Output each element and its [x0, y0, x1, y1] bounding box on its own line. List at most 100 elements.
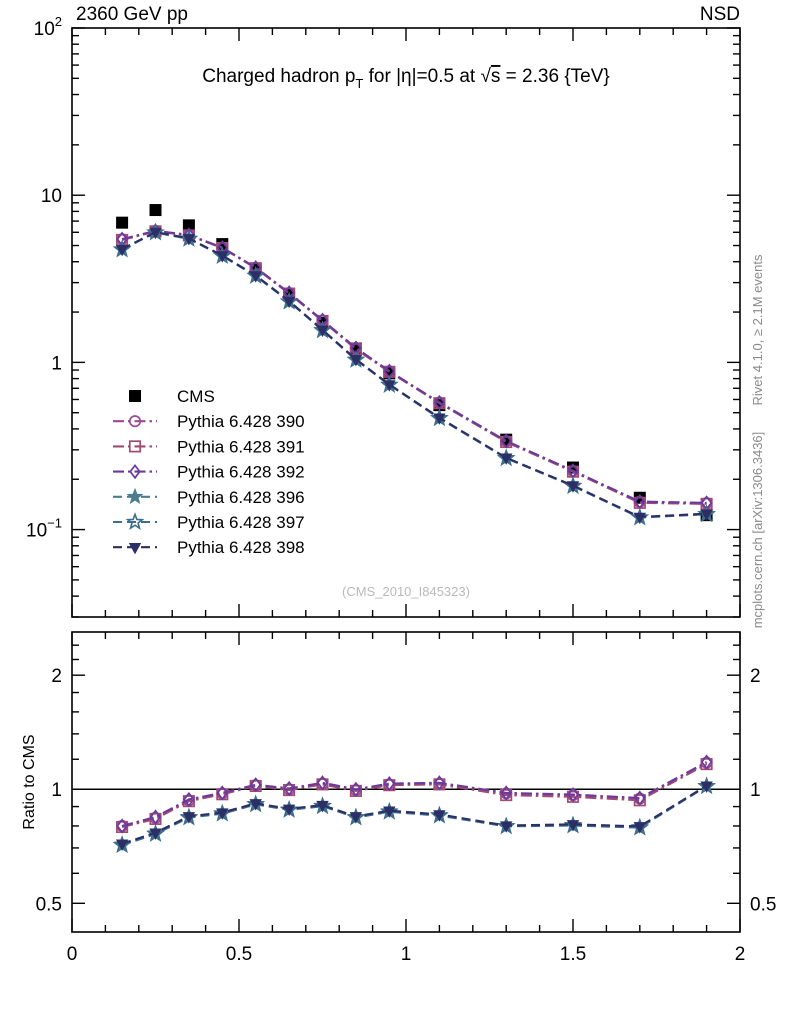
- legend-item-pythia-6-428-391[interactable]: Pythia 6.428 391: [113, 437, 305, 456]
- legend-item-cms[interactable]: CMS: [129, 387, 215, 406]
- data-point-filled-triangle-down: [282, 296, 296, 309]
- header-left: 2360 GeV pp: [76, 4, 188, 25]
- title-subscript: T: [355, 76, 363, 91]
- data-point-open-diamond: [216, 785, 229, 801]
- series-pythia-6-428-398: [115, 781, 713, 851]
- data-point-filled-triangle-down: [500, 453, 513, 465]
- ratio-y-tick-label: 1: [51, 780, 62, 801]
- x-tick-label: 1.5: [560, 944, 586, 965]
- side-label-mcplots: mcplots.cern.ch [arXiv:1306.3436]: [750, 432, 765, 629]
- data-point-open-circle: [128, 415, 142, 428]
- data-point-filled-triangle-down: [349, 354, 363, 367]
- chart-title: Charged hadron pT for |η|=0.5 at √s = 2.…: [202, 66, 610, 91]
- data-point-filled-triangle-down: [149, 828, 162, 840]
- data-point-open-diamond: [316, 775, 329, 791]
- data-point-filled-triangle-down: [566, 481, 580, 493]
- data-point-filled-triangle-down: [249, 271, 262, 283]
- data-point-open-diamond: [129, 463, 141, 480]
- ratio-y-tick-label: 1: [750, 780, 761, 801]
- data-point-open-diamond: [500, 433, 512, 449]
- data-point-open-diamond: [567, 786, 579, 803]
- data-point-filled-square: [149, 204, 162, 217]
- data-point-open-diamond: [433, 775, 446, 791]
- side-label-rivet: Rivet 4.1.0, ≥ 2.1M events: [750, 254, 765, 405]
- y-tick-label: 10: [41, 186, 62, 207]
- series-line: [121, 763, 708, 829]
- data-point-filled-triangle-down: [633, 822, 646, 834]
- data-point-open-diamond: [634, 790, 646, 806]
- data-point-filled-triangle-down: [433, 810, 446, 822]
- main-x-ticks: [71, 28, 741, 617]
- legend-label: Pythia 6.428 398: [177, 538, 305, 557]
- ratio-x-ticks: [71, 632, 741, 932]
- legend-label: Pythia 6.428 397: [177, 513, 305, 532]
- data-point-filled-square: [116, 216, 129, 229]
- legend: CMS Pythia 6.428 390 Pythia 6.428 391 Pythi…: [113, 387, 305, 557]
- legend-item-pythia-6-428-398[interactable]: Pythia 6.428 398: [113, 538, 305, 557]
- legend-label: Pythia 6.428 392: [177, 463, 305, 482]
- data-point-open-star: [125, 512, 145, 530]
- legend-item-pythia-6-428-392[interactable]: Pythia 6.428 392: [113, 463, 305, 482]
- main-panel-frame: [71, 27, 741, 618]
- main-panel: 102 10 1 10−1 Charged hadron pT for |η|=0.5…: [26, 14, 741, 618]
- data-point-filled-triangle-down: [182, 234, 196, 246]
- data-point-filled-triangle-down: [249, 799, 262, 811]
- data-point-filled-triangle-down: [566, 820, 580, 832]
- legend-label: Pythia 6.428 396: [177, 488, 305, 507]
- data-point-filled-star: [126, 487, 144, 505]
- ratio-series-group: [112, 754, 717, 854]
- y-tick-label: 102: [34, 14, 62, 40]
- data-point-open-diamond: [283, 780, 295, 797]
- data-point-open-diamond: [116, 818, 128, 834]
- title-part1: Charged hadron p: [202, 66, 355, 87]
- x-tick-label: 0.5: [226, 944, 252, 965]
- data-point-filled-triangle-down: [383, 380, 396, 392]
- series-pythia-6-428-398: [115, 227, 713, 525]
- data-point-filled-triangle-down: [383, 806, 396, 818]
- data-point-filled-triangle-down: [149, 227, 162, 240]
- data-point-filled-triangle-down: [500, 821, 513, 833]
- ratio-y-ticks: 2 2 1 1 0.5 0.5: [36, 644, 776, 915]
- legend-item-pythia-6-428-390[interactable]: Pythia 6.428 390: [113, 412, 305, 431]
- data-point-filled-triangle-down: [700, 509, 713, 521]
- data-point-filled-triangle-down: [633, 512, 646, 525]
- data-point-filled-square: [216, 238, 229, 251]
- series-pythia-6-428-390: [116, 756, 713, 833]
- data-point-open-diamond: [183, 791, 195, 808]
- data-point-filled-triangle-down: [433, 413, 446, 425]
- title-sqrt: √: [480, 66, 491, 87]
- data-point-filled-triangle-down: [182, 812, 196, 824]
- data-point-filled-triangle-down: [115, 244, 129, 257]
- ratio-y-tick-label: 0.5: [750, 894, 776, 915]
- ratio-panel-frame: [71, 631, 741, 933]
- data-point-open-diamond: [700, 754, 713, 770]
- series-pythia-6-428-392: [116, 754, 713, 834]
- ratio-y-tick-label: 2: [750, 666, 761, 687]
- title-part2: for |η|=0.5 at: [363, 66, 480, 87]
- series-line: [121, 761, 708, 827]
- title-part3: = 2.36 {TeV}: [500, 66, 609, 87]
- data-point-filled-square: [129, 390, 141, 402]
- x-axis-labels: 0 0.5 1 1.5 2: [67, 944, 746, 965]
- title-sqrt-arg: s: [491, 66, 501, 87]
- data-point-filled-triangle-down: [115, 839, 129, 851]
- data-point-filled-triangle-down: [700, 781, 713, 793]
- legend-label: Pythia 6.428 390: [177, 412, 305, 431]
- legend-item-pythia-6-428-397[interactable]: Pythia 6.428 397: [113, 512, 305, 532]
- data-point-open-diamond: [350, 781, 362, 797]
- data-point-open-diamond: [249, 777, 262, 793]
- ratio-axis-label: Ratio to CMS: [21, 734, 38, 829]
- legend-item-pythia-6-428-396[interactable]: Pythia 6.428 396: [113, 487, 305, 507]
- y-tick-label: 10−1: [26, 516, 62, 542]
- data-point-filled-triangle-down: [349, 812, 363, 824]
- data-point-open-diamond: [149, 809, 162, 825]
- data-point-filled-triangle-down: [316, 800, 329, 813]
- main-y-ticks: 102 10 1 10−1: [26, 14, 740, 618]
- data-point-filled-triangle-down: [216, 251, 229, 263]
- x-tick-label: 0: [67, 944, 78, 965]
- data-point-filled-triangle-down: [216, 808, 229, 820]
- data-point-filled-square: [182, 219, 195, 232]
- x-tick-label: 1: [401, 944, 412, 965]
